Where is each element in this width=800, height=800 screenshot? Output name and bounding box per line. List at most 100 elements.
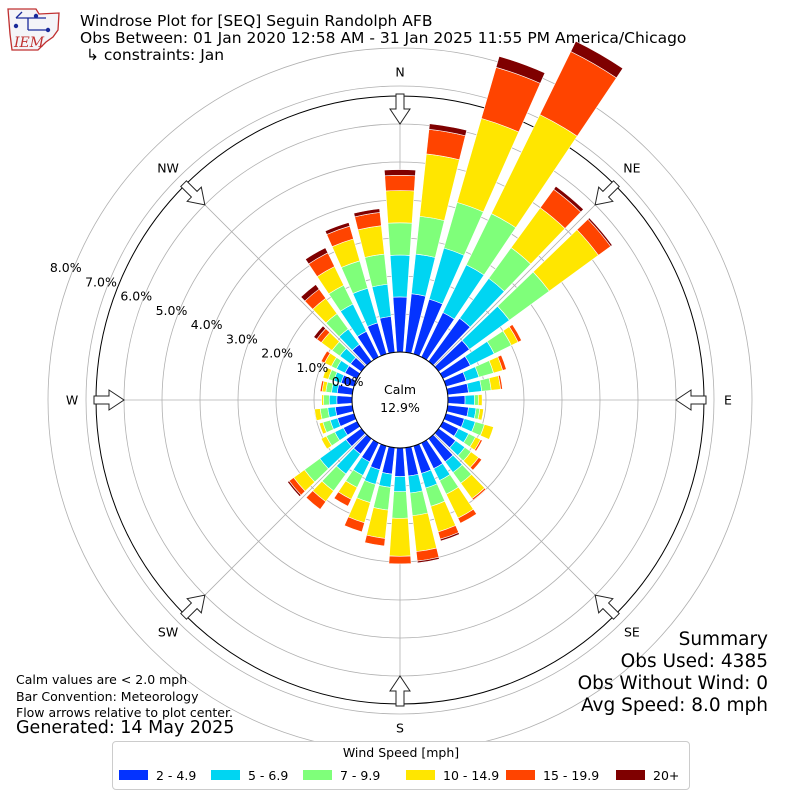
compass-label: S <box>396 721 404 736</box>
wind-bar-segment <box>392 296 408 353</box>
wind-bar-segment <box>495 55 546 84</box>
wind-bar-segment <box>497 374 503 390</box>
calm-circle <box>351 351 449 449</box>
legend-item: 2 - 4.9 <box>119 767 196 783</box>
summary-avg-speed: Avg Speed: 8.0 mph <box>580 695 768 716</box>
iem-logo: IEM <box>7 8 60 51</box>
radial-tick-label: 3.0% <box>226 331 258 346</box>
flow-note: Flow arrows relative to plot center. <box>16 705 233 720</box>
legend-swatch <box>506 770 535 780</box>
wind-bar-segment <box>469 456 483 471</box>
wind-bar-segment <box>323 394 330 406</box>
wind-bar-segment <box>464 394 475 406</box>
wind-bar-segment <box>471 487 487 501</box>
wind-bar-segment <box>318 421 327 435</box>
compass-label: SE <box>624 624 640 639</box>
legend-item: 5 - 6.9 <box>211 767 288 783</box>
flow-arrow-icon <box>675 389 707 411</box>
wind-bar-segment <box>416 556 440 564</box>
wind-bar-segment <box>389 254 411 298</box>
wind-bar-segment <box>357 225 385 258</box>
flow-arrow-icon <box>180 180 206 206</box>
calm-value: 12.9% <box>380 400 420 415</box>
legend-item: 15 - 19.9 <box>506 767 599 783</box>
wind-bar-segment <box>474 439 483 452</box>
legend-item: 7 - 9.9 <box>303 767 380 783</box>
wind-bar-segment <box>466 379 483 394</box>
wind-bar-segment <box>479 424 494 440</box>
compass-label: W <box>66 393 78 408</box>
grid-ring <box>85 85 715 715</box>
legend-label: 10 - 14.9 <box>443 767 500 783</box>
legend-label: 5 - 6.9 <box>248 767 289 783</box>
radial-tick-label: 8.0% <box>50 260 82 275</box>
wind-bar-segment <box>387 222 413 256</box>
radial-tick-label: 1.0% <box>296 360 328 375</box>
wind-bar-segment <box>353 208 381 218</box>
chart-title: Windrose Plot for [SEQ] Seguin Randolph … <box>80 12 433 30</box>
radial-tick-label: 5.0% <box>156 303 188 318</box>
wind-bar-segment <box>428 123 468 137</box>
wind-bar-segment <box>313 325 327 340</box>
constraints: ↳ constraints: Jan <box>86 46 225 64</box>
generated-date: Generated: 14 May 2025 <box>16 718 235 738</box>
compass-label: N <box>395 65 404 80</box>
wind-bar-segment <box>328 394 338 406</box>
legend-label: 15 - 19.9 <box>543 767 600 783</box>
wind-bar-segment <box>378 472 393 488</box>
radial-tick-label: 0.0% <box>332 374 364 389</box>
wind-bar-segment <box>477 408 484 421</box>
calm-label: Calm <box>384 382 416 397</box>
wind-bar-segment <box>304 247 329 265</box>
compass-label: E <box>724 393 732 408</box>
wind-bar-segment <box>497 354 507 371</box>
wind-bar-segment <box>388 555 412 565</box>
legend-label: 20+ <box>653 767 680 783</box>
wind-bar-segment <box>415 215 445 258</box>
summary-title: Summary <box>678 629 768 650</box>
legend-item: 20+ <box>616 767 679 783</box>
wind-bar-segment <box>305 490 327 510</box>
wind-bar-segment <box>320 435 333 450</box>
wind-bar-segment <box>409 490 429 517</box>
wind-bar-segment <box>366 507 389 539</box>
wind-bar-segment <box>508 324 522 343</box>
wind-bar-segment <box>553 185 584 213</box>
grid-ring <box>161 161 639 639</box>
wind-bar-segment <box>319 380 325 392</box>
wind-bar-segment <box>333 491 352 507</box>
legend-label: 7 - 9.9 <box>340 767 381 783</box>
wind-bar-segment <box>336 395 353 405</box>
logo-text: IEM <box>13 35 45 51</box>
flow-arrow-icon <box>389 675 411 707</box>
wind-bar-segment <box>393 476 407 493</box>
compass-label: SW <box>158 624 178 639</box>
flow-arrow-icon <box>594 594 620 620</box>
wind-bar-segment <box>364 534 386 547</box>
wind-bar-segment <box>391 491 409 519</box>
wind-bar-segment <box>570 40 624 79</box>
legend: Wind Speed [mph] 2 - 4.9 5 - 6.9 7 - 9.9 10… <box>112 741 690 790</box>
legend-swatch <box>211 770 240 780</box>
legend-item: 10 - 14.9 <box>406 767 499 783</box>
wind-bar-segment <box>384 169 416 177</box>
calm-note: Calm values are < 2.0 mph <box>16 672 188 687</box>
wind-bar-segment <box>343 516 365 533</box>
legend-title: Wind Speed [mph] <box>342 745 460 760</box>
wind-bar-segment <box>457 508 477 524</box>
flow-arrow-icon <box>594 180 620 206</box>
summary-obs-used: Obs Used: 4385 <box>620 651 768 672</box>
wind-bar-segment <box>287 480 302 497</box>
wind-bar-segment <box>439 532 460 542</box>
wind-bar-segment <box>322 367 333 380</box>
wind-bar-segment <box>321 394 324 406</box>
compass-label: NE <box>623 161 640 176</box>
wind-bar-segment <box>412 512 437 552</box>
wind-bar-segment <box>384 174 416 192</box>
wind-bar-segment <box>477 394 483 406</box>
legend-label: 2 - 4.9 <box>156 767 197 783</box>
grid-spoke <box>184 184 367 367</box>
legend-swatch <box>616 770 645 780</box>
wind-bar-segment <box>394 447 406 477</box>
